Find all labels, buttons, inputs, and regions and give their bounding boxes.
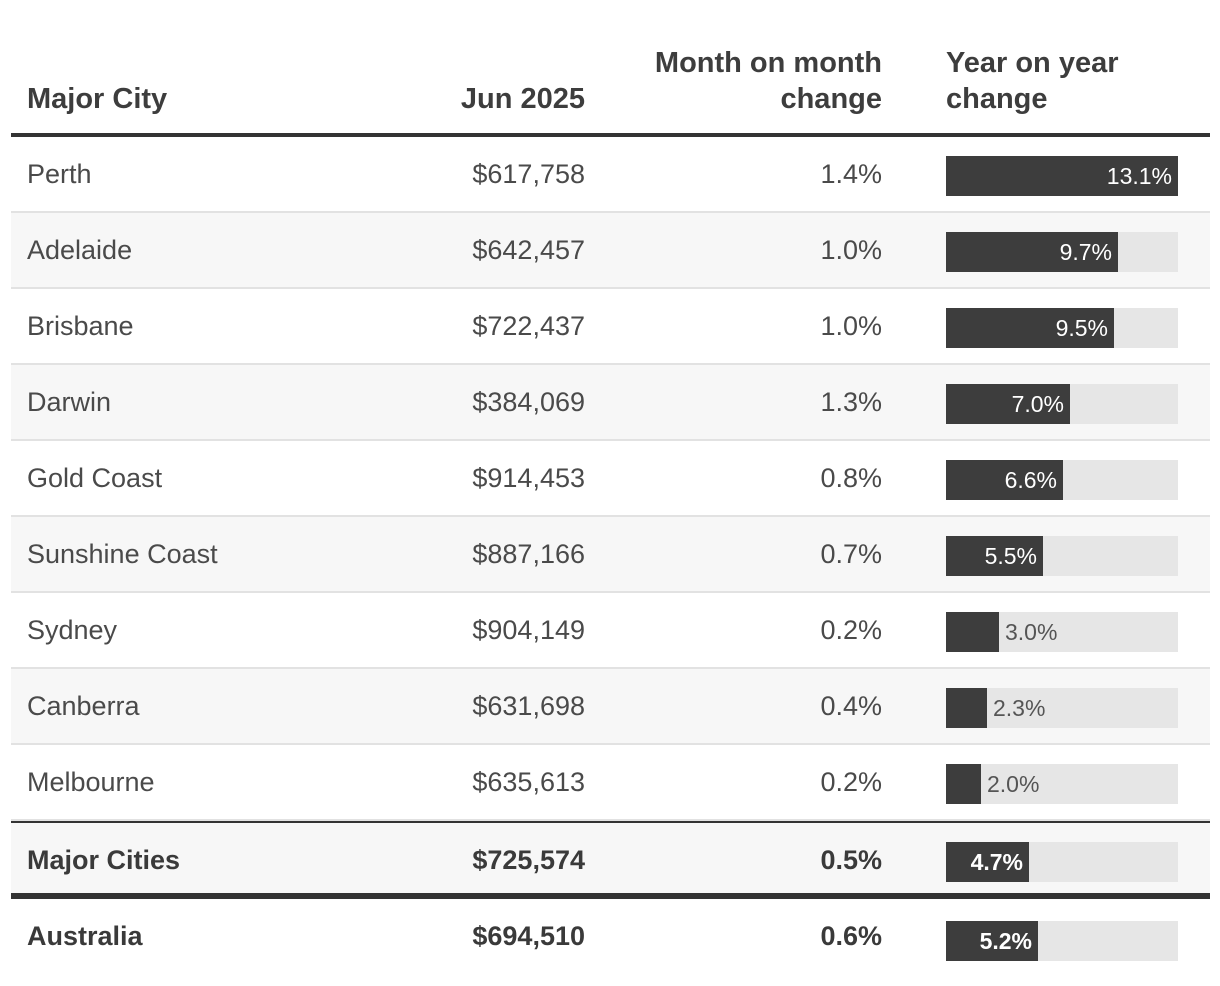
yoy-bar [946,612,999,652]
table-row: Brisbane $722,437 1.0% 9.5% [11,289,1210,365]
yoy-bar-label: 13.1% [1106,163,1172,189]
yoy-bar [946,156,1178,196]
city-name: Brisbane [27,311,134,341]
median-value: $635,613 [472,767,585,797]
month-on-month-value: 0.5% [820,845,882,875]
city-values-table: Major City Jun 2025 Month on month change… [11,0,1210,979]
yoy-bar-track: 9.5% [946,308,1178,348]
header-major-city: Major City [27,83,168,115]
yoy-bar [946,842,1029,882]
city-name: Sunshine Coast [27,539,218,569]
table-row: Sydney $904,149 0.2% 3.0% [11,593,1210,669]
yoy-bar-track: 5.5% [946,536,1178,576]
median-value: $914,453 [472,463,585,493]
yoy-bar-label: 6.6% [1004,467,1057,493]
australia-row: Australia $694,510 0.6% 5.2% [11,899,1210,979]
yoy-bar [946,688,987,728]
city-name: Melbourne [27,767,155,797]
yoy-bar-track: 2.3% [946,688,1178,728]
yoy-bar-label: 4.7% [970,849,1023,875]
yoy-bar [946,764,981,804]
city-name: Adelaide [27,235,133,265]
yoy-bar-label: 3.0% [1005,619,1058,645]
month-on-month-value: 1.4% [820,159,882,189]
month-on-month-value: 0.6% [820,921,882,951]
yoy-bar-track: 7.0% [946,384,1178,424]
yoy-bar-label: 5.2% [979,928,1032,954]
median-value: $722,437 [472,311,585,341]
month-on-month-value: 1.0% [820,311,882,341]
header-month-on-month: Month on month change [654,47,882,115]
median-value: $904,149 [472,615,585,645]
month-on-month-value: 0.4% [820,691,882,721]
yoy-bar-label: 2.0% [987,771,1040,797]
median-value: $887,166 [472,539,585,569]
yoy-bar-track: 6.6% [946,460,1178,500]
table-header: Major City Jun 2025 Month on month change… [11,0,1210,137]
month-on-month-value: 1.3% [820,387,882,417]
total-row: Major Cities $725,574 0.5% 4.7% [11,821,1210,899]
month-on-month-value: 0.2% [820,615,882,645]
table-row: Sunshine Coast $887,166 0.7% 5.5% [11,517,1210,593]
yoy-bar-track: 4.7% [946,842,1178,882]
yoy-bar-label: 2.3% [993,695,1046,721]
city-name: Perth [27,159,92,189]
yoy-bar-label: 5.5% [984,543,1037,569]
month-on-month-value: 0.7% [820,539,882,569]
city-name: Darwin [27,387,112,417]
yoy-bar [946,232,1118,272]
median-value: $642,457 [472,235,585,265]
city-name: Canberra [27,691,140,721]
header-year-on-year: Year on year change [946,47,1119,115]
yoy-bar-track: 9.7% [946,232,1178,272]
city-name: Australia [27,921,143,951]
city-name: Major Cities [27,845,181,875]
median-value: $384,069 [472,387,585,417]
median-value: $631,698 [472,691,585,721]
yoy-bar [946,536,1043,576]
median-value: $694,510 [472,921,585,951]
table-row: Gold Coast $914,453 0.8% 6.6% [11,441,1210,517]
month-on-month-value: 1.0% [820,235,882,265]
yoy-bar [946,308,1114,348]
city-name: Sydney [27,615,118,645]
table-row: Perth $617,758 1.4% 13.1% [11,137,1210,213]
table-row: Darwin $384,069 1.3% 7.0% [11,365,1210,441]
yoy-bar-label: 9.5% [1055,315,1108,341]
median-value: $725,574 [472,845,585,875]
yoy-bar-track: 13.1% [946,156,1178,196]
yoy-bar-label: 7.0% [1011,391,1064,417]
yoy-bar-track: 2.0% [946,764,1178,804]
table-row: Adelaide $642,457 1.0% 9.7% [11,213,1210,289]
yoy-bar [946,384,1070,424]
median-value: $617,758 [472,159,585,189]
yoy-bar-track: 5.2% [946,921,1178,961]
month-on-month-value: 0.8% [820,463,882,493]
yoy-bar-track: 3.0% [946,612,1178,652]
yoy-bar-label: 9.7% [1059,239,1112,265]
city-name: Gold Coast [27,463,163,493]
table-body: Perth $617,758 1.4% 13.1% Adelaide $642,457 1.… [11,137,1210,979]
header-jun-2025: Jun 2025 [460,83,585,115]
month-on-month-value: 0.2% [820,767,882,797]
yoy-bar [946,921,1038,961]
yoy-bar [946,460,1063,500]
table-row: Canberra $631,698 0.4% 2.3% [11,669,1210,745]
table-row: Melbourne $635,613 0.2% 2.0% [11,745,1210,821]
